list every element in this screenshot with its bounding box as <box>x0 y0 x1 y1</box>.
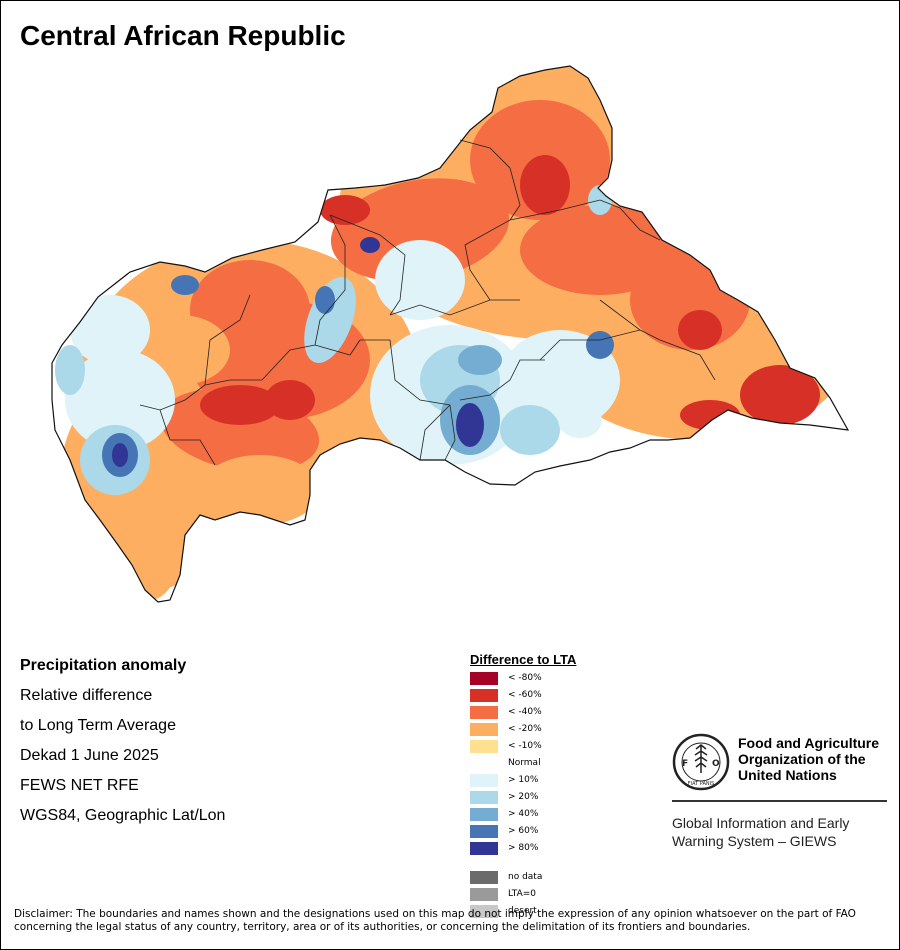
legend-swatch <box>470 723 498 736</box>
anomaly-patch <box>360 237 380 253</box>
giews-line2: Warning System – GIEWS <box>672 833 837 849</box>
fao-divider <box>672 800 887 802</box>
legend-swatch <box>470 825 498 838</box>
anomaly-patch <box>375 240 465 320</box>
admin-boundary-line <box>204 344 316 386</box>
admin-boundary-line <box>599 299 716 381</box>
anomaly-patch <box>70 295 150 365</box>
legend-label: > 60% <box>508 826 539 836</box>
legend-label: LTA=0 <box>508 889 536 899</box>
admin-boundary-line <box>314 214 346 346</box>
anomaly-patch <box>740 365 820 425</box>
legend-swatch <box>470 888 498 901</box>
info-heading: Precipitation anomaly <box>20 657 187 674</box>
country-border <box>51 65 850 603</box>
admin-boundary-line <box>159 409 216 466</box>
admin-boundary-line <box>419 404 451 461</box>
anomaly-patch <box>265 380 315 420</box>
anomaly-patch <box>520 155 570 215</box>
admin-boundary-line <box>464 219 511 301</box>
anomaly-patch <box>558 402 602 438</box>
anomaly-patch <box>500 405 560 455</box>
fao-logo-letter-o: O <box>712 759 720 769</box>
anomaly-patch <box>200 385 280 425</box>
fao-logo-icon: F O FIAT PANIS <box>672 733 730 791</box>
anomaly-patch <box>456 403 484 447</box>
anomaly-patch <box>200 455 320 525</box>
admin-boundary-line <box>459 139 521 221</box>
info-projection: WGS84, Geographic Lat/Lon <box>20 807 226 824</box>
legend-swatch <box>470 740 498 753</box>
fao-logo-motto: FIAT PANIS <box>688 781 715 787</box>
legend-label: < -10% <box>508 741 542 751</box>
legend-swatch <box>470 774 498 787</box>
anomaly-patch <box>330 178 510 282</box>
anomaly-map <box>51 65 850 603</box>
fao-name-line2: Organization of the <box>738 751 866 767</box>
info-period: Dekad 1 June 2025 <box>20 747 159 764</box>
map-title: Central African Republic <box>20 20 346 51</box>
admin-boundary-line <box>509 199 621 221</box>
fao-name: Food and Agriculture Organization of the… <box>738 735 898 783</box>
legend-label: > 20% <box>508 792 539 802</box>
anomaly-patch <box>320 195 370 225</box>
legend-swatch <box>470 706 498 719</box>
anomaly-patch <box>678 310 722 350</box>
map-info: Precipitation anomaly Relative differenc… <box>20 657 225 837</box>
admin-boundary-line <box>539 329 641 361</box>
disclaimer: Disclaimer: The boundaries and names sho… <box>14 908 856 933</box>
info-line1: Relative difference <box>20 687 153 704</box>
legend-label: no data <box>508 872 543 882</box>
admin-boundaries <box>139 139 716 466</box>
legend-label: > 10% <box>508 775 539 785</box>
giews-line1: Global Information and Early <box>672 815 850 831</box>
admin-boundary-line <box>329 214 406 316</box>
giews-name: Global Information and Early Warning Sys… <box>672 814 900 850</box>
legend-label: < -20% <box>508 724 542 734</box>
anomaly-patch <box>458 345 502 375</box>
legend-swatch <box>470 689 498 702</box>
legend-label: desert <box>508 906 537 916</box>
fao-name-line1: Food and Agriculture <box>738 735 880 751</box>
anomaly-patch <box>315 286 335 314</box>
anomaly-patch <box>65 350 175 450</box>
legend-label: < -80% <box>508 673 542 683</box>
legend-label: > 80% <box>508 843 539 853</box>
legend-swatch <box>470 905 498 918</box>
fao-name-line3: United Nations <box>738 767 837 783</box>
admin-boundary-line <box>459 359 545 401</box>
admin-boundary-line <box>619 207 661 241</box>
legend-label: > 40% <box>508 809 539 819</box>
admin-boundary-line <box>389 299 520 316</box>
anomaly-patch <box>112 443 128 467</box>
info-line2: to Long Term Average <box>20 717 176 734</box>
admin-boundary-line <box>139 384 206 411</box>
legend-swatch <box>470 871 498 884</box>
anomaly-patch <box>586 331 614 359</box>
anomaly-patch <box>171 275 199 295</box>
legend-title: Difference to LTA <box>470 652 577 667</box>
legend-normal-label: Normal <box>508 758 541 768</box>
admin-boundary-line <box>444 404 456 461</box>
admin-boundary-line <box>204 294 251 386</box>
legend-swatch <box>470 791 498 804</box>
legend-swatch <box>470 842 498 855</box>
legend-swatch <box>470 672 498 685</box>
anomaly-patch <box>680 400 740 430</box>
info-source: FEWS NET RFE <box>20 777 139 794</box>
fao-logo-letter-f: F <box>682 759 688 769</box>
legend-label: < -60% <box>508 690 542 700</box>
legend-label: < -40% <box>508 707 542 717</box>
anomaly-patch <box>55 345 85 395</box>
admin-boundary-line <box>314 339 361 356</box>
anomaly-layer <box>55 66 848 600</box>
admin-boundary-line <box>360 339 451 406</box>
anomaly-patch <box>120 500 180 600</box>
legend-swatch <box>470 808 498 821</box>
